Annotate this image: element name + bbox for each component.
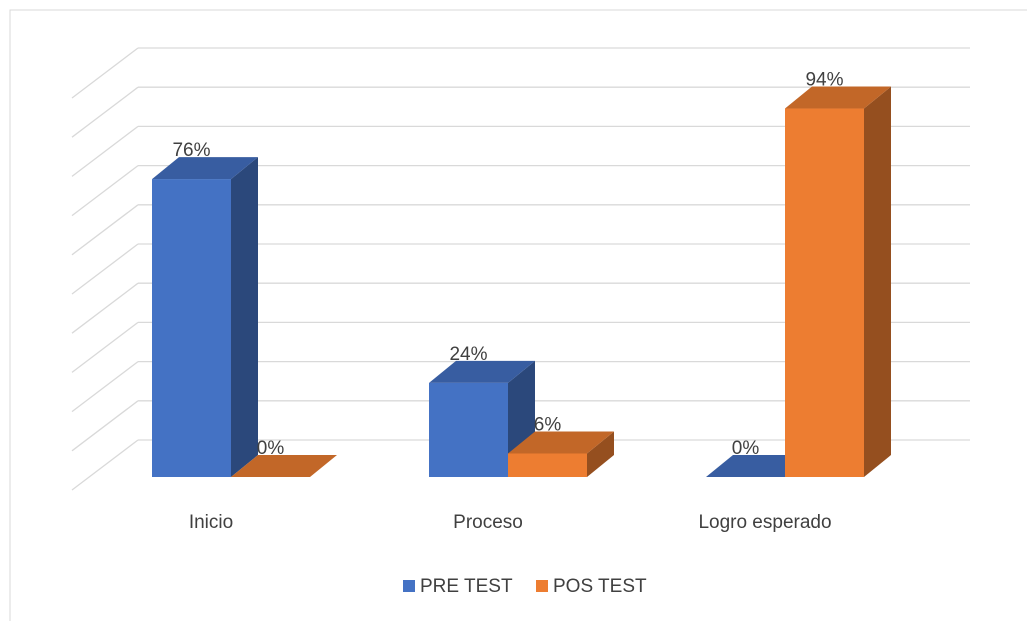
bar xyxy=(231,455,337,477)
frame xyxy=(9,9,1027,621)
grid-line-side xyxy=(71,361,139,413)
x-tick-label: Proceso xyxy=(453,512,523,533)
bar-side xyxy=(587,431,614,477)
data-label: 24% xyxy=(449,344,487,365)
bar xyxy=(508,431,614,477)
data-label: 0% xyxy=(257,438,285,459)
bar-side xyxy=(864,86,891,478)
bar-top xyxy=(231,455,337,477)
bar xyxy=(785,86,891,478)
grid-line-side xyxy=(71,86,139,138)
data-label: 76% xyxy=(172,140,210,161)
data-label: 0% xyxy=(732,438,760,459)
bar-front xyxy=(508,453,587,477)
grid-line-side xyxy=(71,282,139,334)
legend-label: POS TEST xyxy=(553,576,647,597)
grid-line-side xyxy=(71,125,139,177)
data-label: 6% xyxy=(534,414,562,435)
x-tick-label: Logro esperado xyxy=(698,512,831,533)
bar-top xyxy=(508,431,614,454)
bar-top xyxy=(785,86,891,109)
bar-top xyxy=(152,157,258,180)
grid-line-side xyxy=(71,439,139,491)
legend-swatch xyxy=(536,580,548,592)
data-label: 94% xyxy=(805,70,843,91)
bar-top xyxy=(429,360,535,383)
bar xyxy=(152,157,258,477)
x-tick-label: Inicio xyxy=(189,512,233,533)
grid-line-side xyxy=(71,400,139,452)
legend-label: PRE TEST xyxy=(420,576,513,597)
grid-line-side xyxy=(71,47,139,99)
legend-swatch xyxy=(403,580,415,592)
grid-line-side xyxy=(71,321,139,373)
bar-front xyxy=(429,382,508,477)
bar-front xyxy=(785,108,864,478)
bar-side xyxy=(231,157,258,477)
bar-front xyxy=(152,179,231,477)
grid-line-side xyxy=(71,204,139,256)
grid-line-side xyxy=(71,165,139,217)
grid-line-side xyxy=(71,243,139,295)
